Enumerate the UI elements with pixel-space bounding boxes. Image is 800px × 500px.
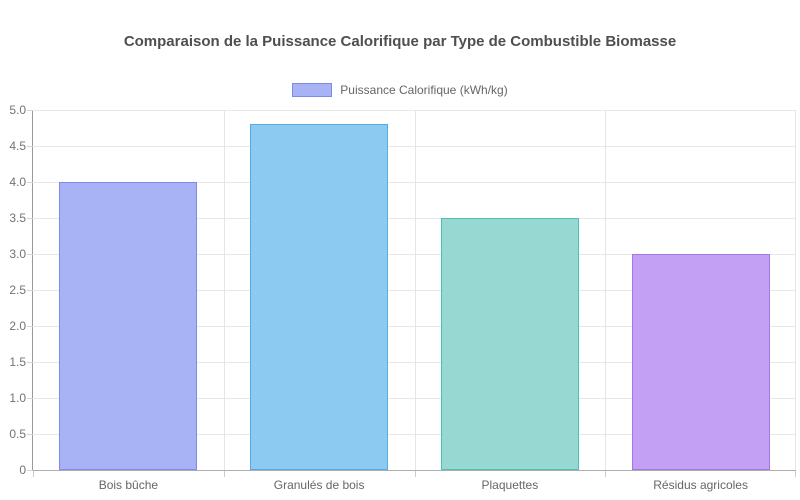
x-axis-category-label: Plaquettes <box>481 478 539 492</box>
y-axis-tick-mark <box>27 434 33 435</box>
y-axis-tick-mark <box>27 326 33 327</box>
y-axis-tick-mark <box>27 146 33 147</box>
y-axis-tick-label: 0 <box>19 463 26 477</box>
bar-3[interactable] <box>440 218 579 470</box>
x-axis-tick-mark <box>605 471 607 477</box>
y-axis-tick-label: 4.0 <box>9 175 26 189</box>
x-axis-tick-mark <box>795 471 796 477</box>
bar-4[interactable] <box>631 254 770 470</box>
y-axis-tick-mark <box>27 110 33 111</box>
x-axis-category-label: Bois bûche <box>98 478 159 492</box>
y-axis-tick-label: 2.5 <box>9 283 26 297</box>
x-axis-category-label: Granulés de bois <box>273 478 365 492</box>
gridline-vertical <box>223 110 225 470</box>
gridline-vertical <box>795 110 796 470</box>
x-axis-tick-mark <box>223 471 225 477</box>
y-axis-tick-mark <box>27 470 33 471</box>
x-axis-tick-mark <box>414 471 416 477</box>
y-axis-tick-mark <box>27 290 33 291</box>
y-axis-tick-mark <box>27 218 33 219</box>
chart-title: Comparaison de la Puissance Calorifique … <box>123 33 677 50</box>
x-axis-tick-mark <box>33 471 34 477</box>
legend-label: Puissance Calorifique (kWh/kg) <box>340 83 508 97</box>
y-axis-tick-mark <box>27 398 33 399</box>
y-axis-tick-label: 5.0 <box>9 103 26 117</box>
y-axis-tick-label: 0.5 <box>9 427 26 441</box>
y-axis-tick-label: 3.0 <box>9 247 26 261</box>
gridline-vertical <box>605 110 607 470</box>
y-axis-tick-label: 1.5 <box>9 355 26 369</box>
y-axis-tick-label: 2.0 <box>9 319 26 333</box>
bar-2[interactable] <box>250 124 389 470</box>
y-axis-tick-label: 4.5 <box>9 139 26 153</box>
gridline-vertical <box>414 110 416 470</box>
plot-area: 5.0 4.5 4.0 3.5 3.0 2.5 2.0 1.5 1.0 0.5 0 Bois bûch… <box>9 103 796 492</box>
x-axis-category-label: Résidus agricoles <box>653 478 748 492</box>
y-axis-tick-label: 3.5 <box>9 211 26 225</box>
legend-swatch-icon <box>292 83 333 97</box>
legend[interactable]: Puissance Calorifique (kWh/kg) <box>0 83 800 97</box>
y-axis-tick-mark <box>27 254 33 255</box>
bar-1[interactable] <box>59 182 198 470</box>
y-axis-tick-mark <box>27 362 33 363</box>
y-axis-tick-mark <box>27 182 33 183</box>
y-axis-tick-label: 1.0 <box>9 391 26 405</box>
